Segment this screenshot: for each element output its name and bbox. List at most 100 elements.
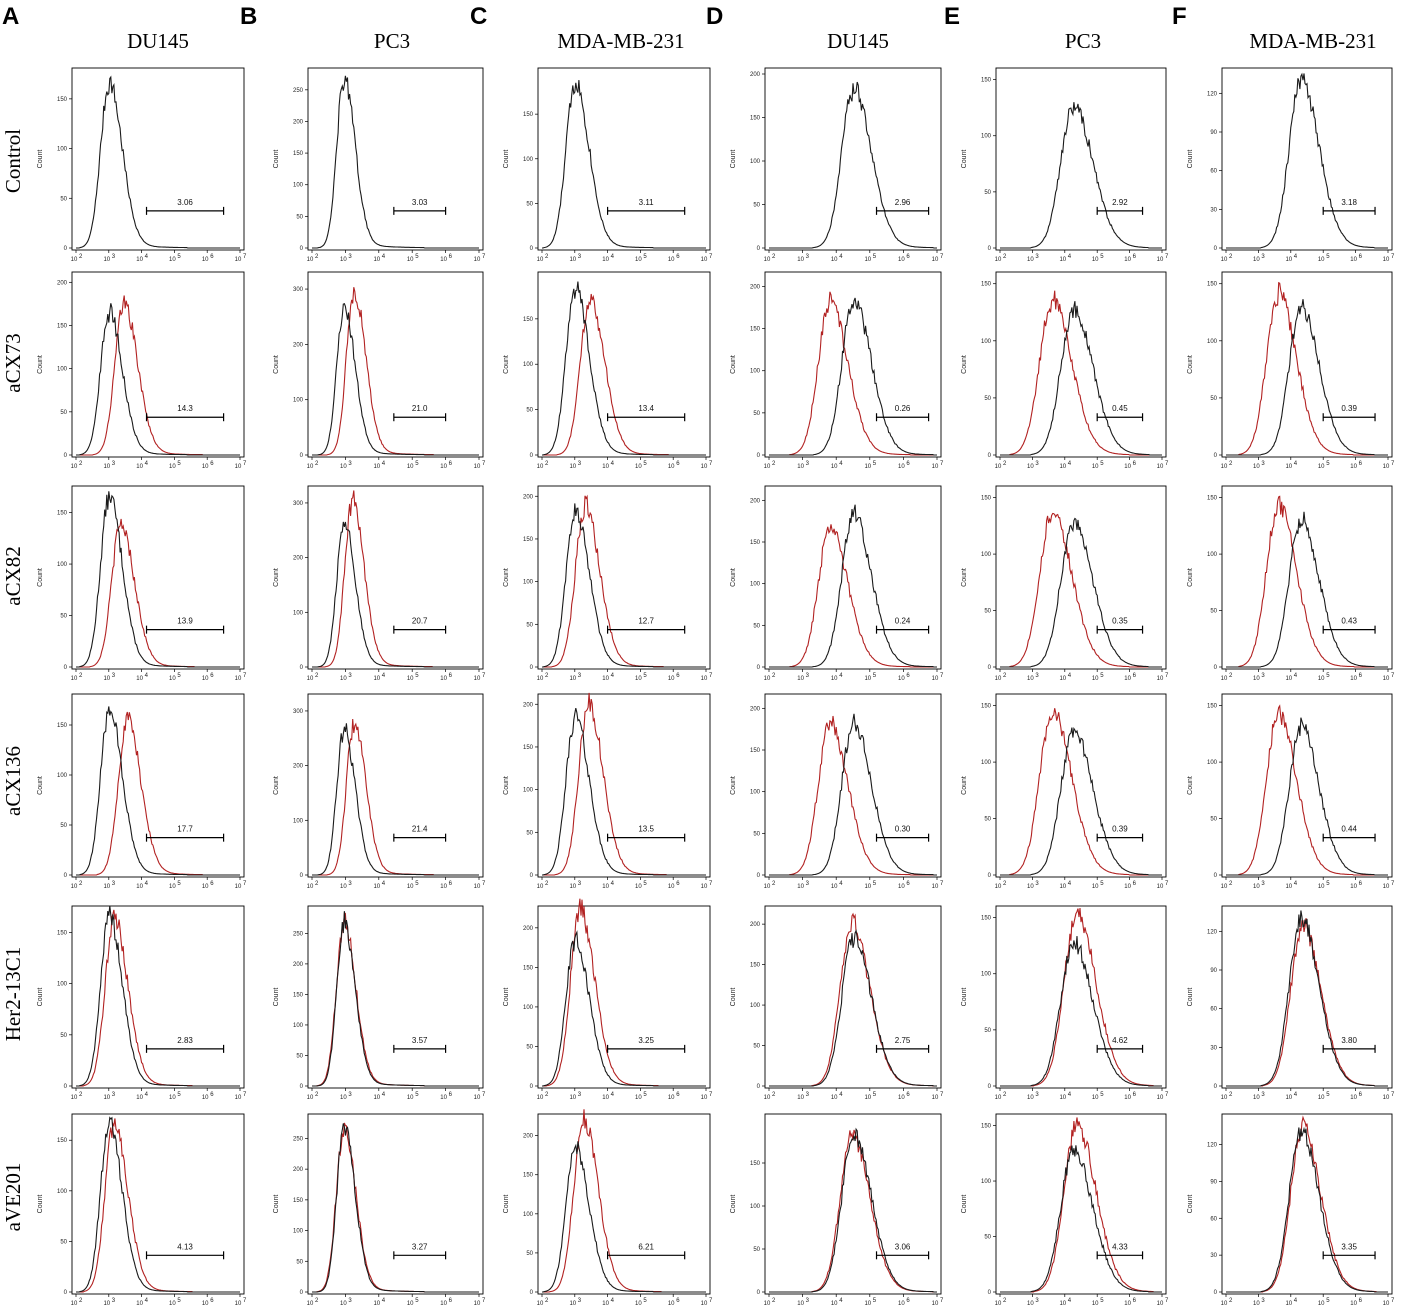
x-tick-exponent: 2 [315, 461, 319, 467]
x-tick-exponent: 5 [415, 673, 419, 679]
y-tick-label: 200 [293, 764, 304, 770]
y-axis-label: Count [730, 1195, 737, 1214]
y-tick-label: 150 [750, 748, 761, 754]
x-tick-label: 10 [1350, 257, 1357, 263]
y-tick-label: 150 [981, 282, 992, 288]
x-tick-label: 10 [1124, 257, 1131, 263]
x-tick-exponent: 4 [382, 673, 386, 679]
x-tick-label: 10 [797, 884, 804, 890]
x-tick-exponent: 4 [1294, 1298, 1298, 1304]
y-tick-label: 150 [293, 992, 304, 998]
x-tick-exponent: 5 [415, 881, 419, 887]
x-tick-label: 10 [307, 464, 314, 470]
y-axis-label: Count [503, 988, 510, 1007]
x-tick-exponent: 7 [243, 461, 247, 467]
y-tick-label: 0 [530, 453, 534, 459]
row-title-control: Control [1, 129, 25, 193]
y-tick-label: 50 [60, 614, 67, 620]
x-tick-label: 10 [340, 257, 347, 263]
plot-frame [995, 271, 1167, 458]
x-tick-exponent: 6 [210, 254, 214, 260]
x-tick-label: 10 [701, 257, 708, 263]
x-tick-exponent: 5 [643, 1092, 647, 1098]
y-tick-label: 200 [750, 922, 761, 928]
control-histogram-curve [76, 905, 240, 1087]
y-tick-label: 150 [523, 537, 534, 543]
x-tick-exponent: 5 [643, 881, 647, 887]
x-tick-exponent: 6 [906, 461, 910, 467]
x-tick-label: 10 [307, 676, 314, 682]
x-tick-exponent: 3 [112, 461, 116, 467]
x-tick-label: 10 [169, 676, 176, 682]
x-tick-label: 10 [635, 1301, 642, 1307]
x-tick-label: 10 [932, 884, 939, 890]
x-tick-label: 10 [1221, 676, 1228, 682]
x-tick-label: 10 [235, 464, 242, 470]
plot-frame [307, 271, 484, 458]
x-tick-label: 10 [764, 676, 771, 682]
plot-frame [764, 485, 942, 670]
y-tick-label: 150 [57, 97, 68, 103]
y-tick-label: 100 [750, 1003, 761, 1009]
panel-letter-e: E [944, 3, 960, 30]
x-tick-label: 10 [831, 676, 838, 682]
x-tick-exponent: 6 [210, 881, 214, 887]
x-tick-label: 10 [373, 257, 380, 263]
y-axis-label: Count [273, 568, 280, 587]
gate-percentage-label: 6.21 [638, 1242, 654, 1251]
y-tick-label: 0 [988, 1290, 992, 1296]
treated-histogram-curve [312, 1122, 479, 1293]
y-tick-label: 100 [57, 982, 68, 988]
x-tick-label: 10 [235, 1301, 242, 1307]
x-tick-label: 10 [898, 884, 905, 890]
x-tick-label: 10 [1318, 464, 1325, 470]
y-tick-label: 100 [1207, 760, 1218, 766]
x-tick-exponent: 3 [1035, 461, 1039, 467]
y-tick-label: 100 [750, 369, 761, 375]
x-tick-label: 10 [103, 464, 110, 470]
x-tick-label: 10 [1350, 676, 1357, 682]
x-tick-exponent: 7 [482, 461, 486, 467]
plot-frame [1221, 67, 1393, 251]
control-histogram-curve [769, 504, 937, 668]
y-tick-label: 50 [753, 831, 760, 837]
y-tick-label: 100 [981, 134, 992, 140]
x-tick-exponent: 6 [1133, 1298, 1137, 1304]
x-tick-label: 10 [71, 676, 78, 682]
x-tick-label: 10 [537, 1301, 544, 1307]
row-title-acx82: aCX82 [1, 546, 25, 606]
x-tick-label: 10 [71, 1095, 78, 1101]
x-tick-exponent: 3 [1261, 1092, 1265, 1098]
y-axis-label: Count [730, 776, 737, 795]
x-tick-exponent: 7 [1165, 1092, 1169, 1098]
y-tick-label: 0 [64, 453, 68, 459]
y-axis-label: Count [273, 355, 280, 374]
x-tick-label: 10 [602, 1095, 609, 1101]
x-tick-label: 10 [373, 1301, 380, 1307]
x-tick-exponent: 2 [1229, 1298, 1233, 1304]
plot-frame [71, 693, 245, 878]
y-axis-label: Count [273, 988, 280, 1007]
x-tick-exponent: 4 [382, 881, 386, 887]
y-axis-label: Count [1187, 988, 1194, 1007]
x-tick-label: 10 [474, 676, 481, 682]
x-tick-exponent: 6 [1359, 1092, 1363, 1098]
x-tick-label: 10 [1318, 1301, 1325, 1307]
y-axis-label: Count [273, 150, 280, 169]
y-tick-label: 100 [293, 818, 304, 824]
x-tick-label: 10 [1383, 1301, 1390, 1307]
control-histogram-curve [542, 930, 706, 1087]
y-tick-label: 0 [64, 665, 68, 671]
x-tick-label: 10 [864, 676, 871, 682]
y-tick-label: 120 [1207, 91, 1218, 97]
y-axis-label: Count [503, 355, 510, 374]
y-tick-label: 150 [1207, 496, 1218, 502]
x-tick-label: 10 [1157, 257, 1164, 263]
x-tick-exponent: 5 [873, 881, 877, 887]
